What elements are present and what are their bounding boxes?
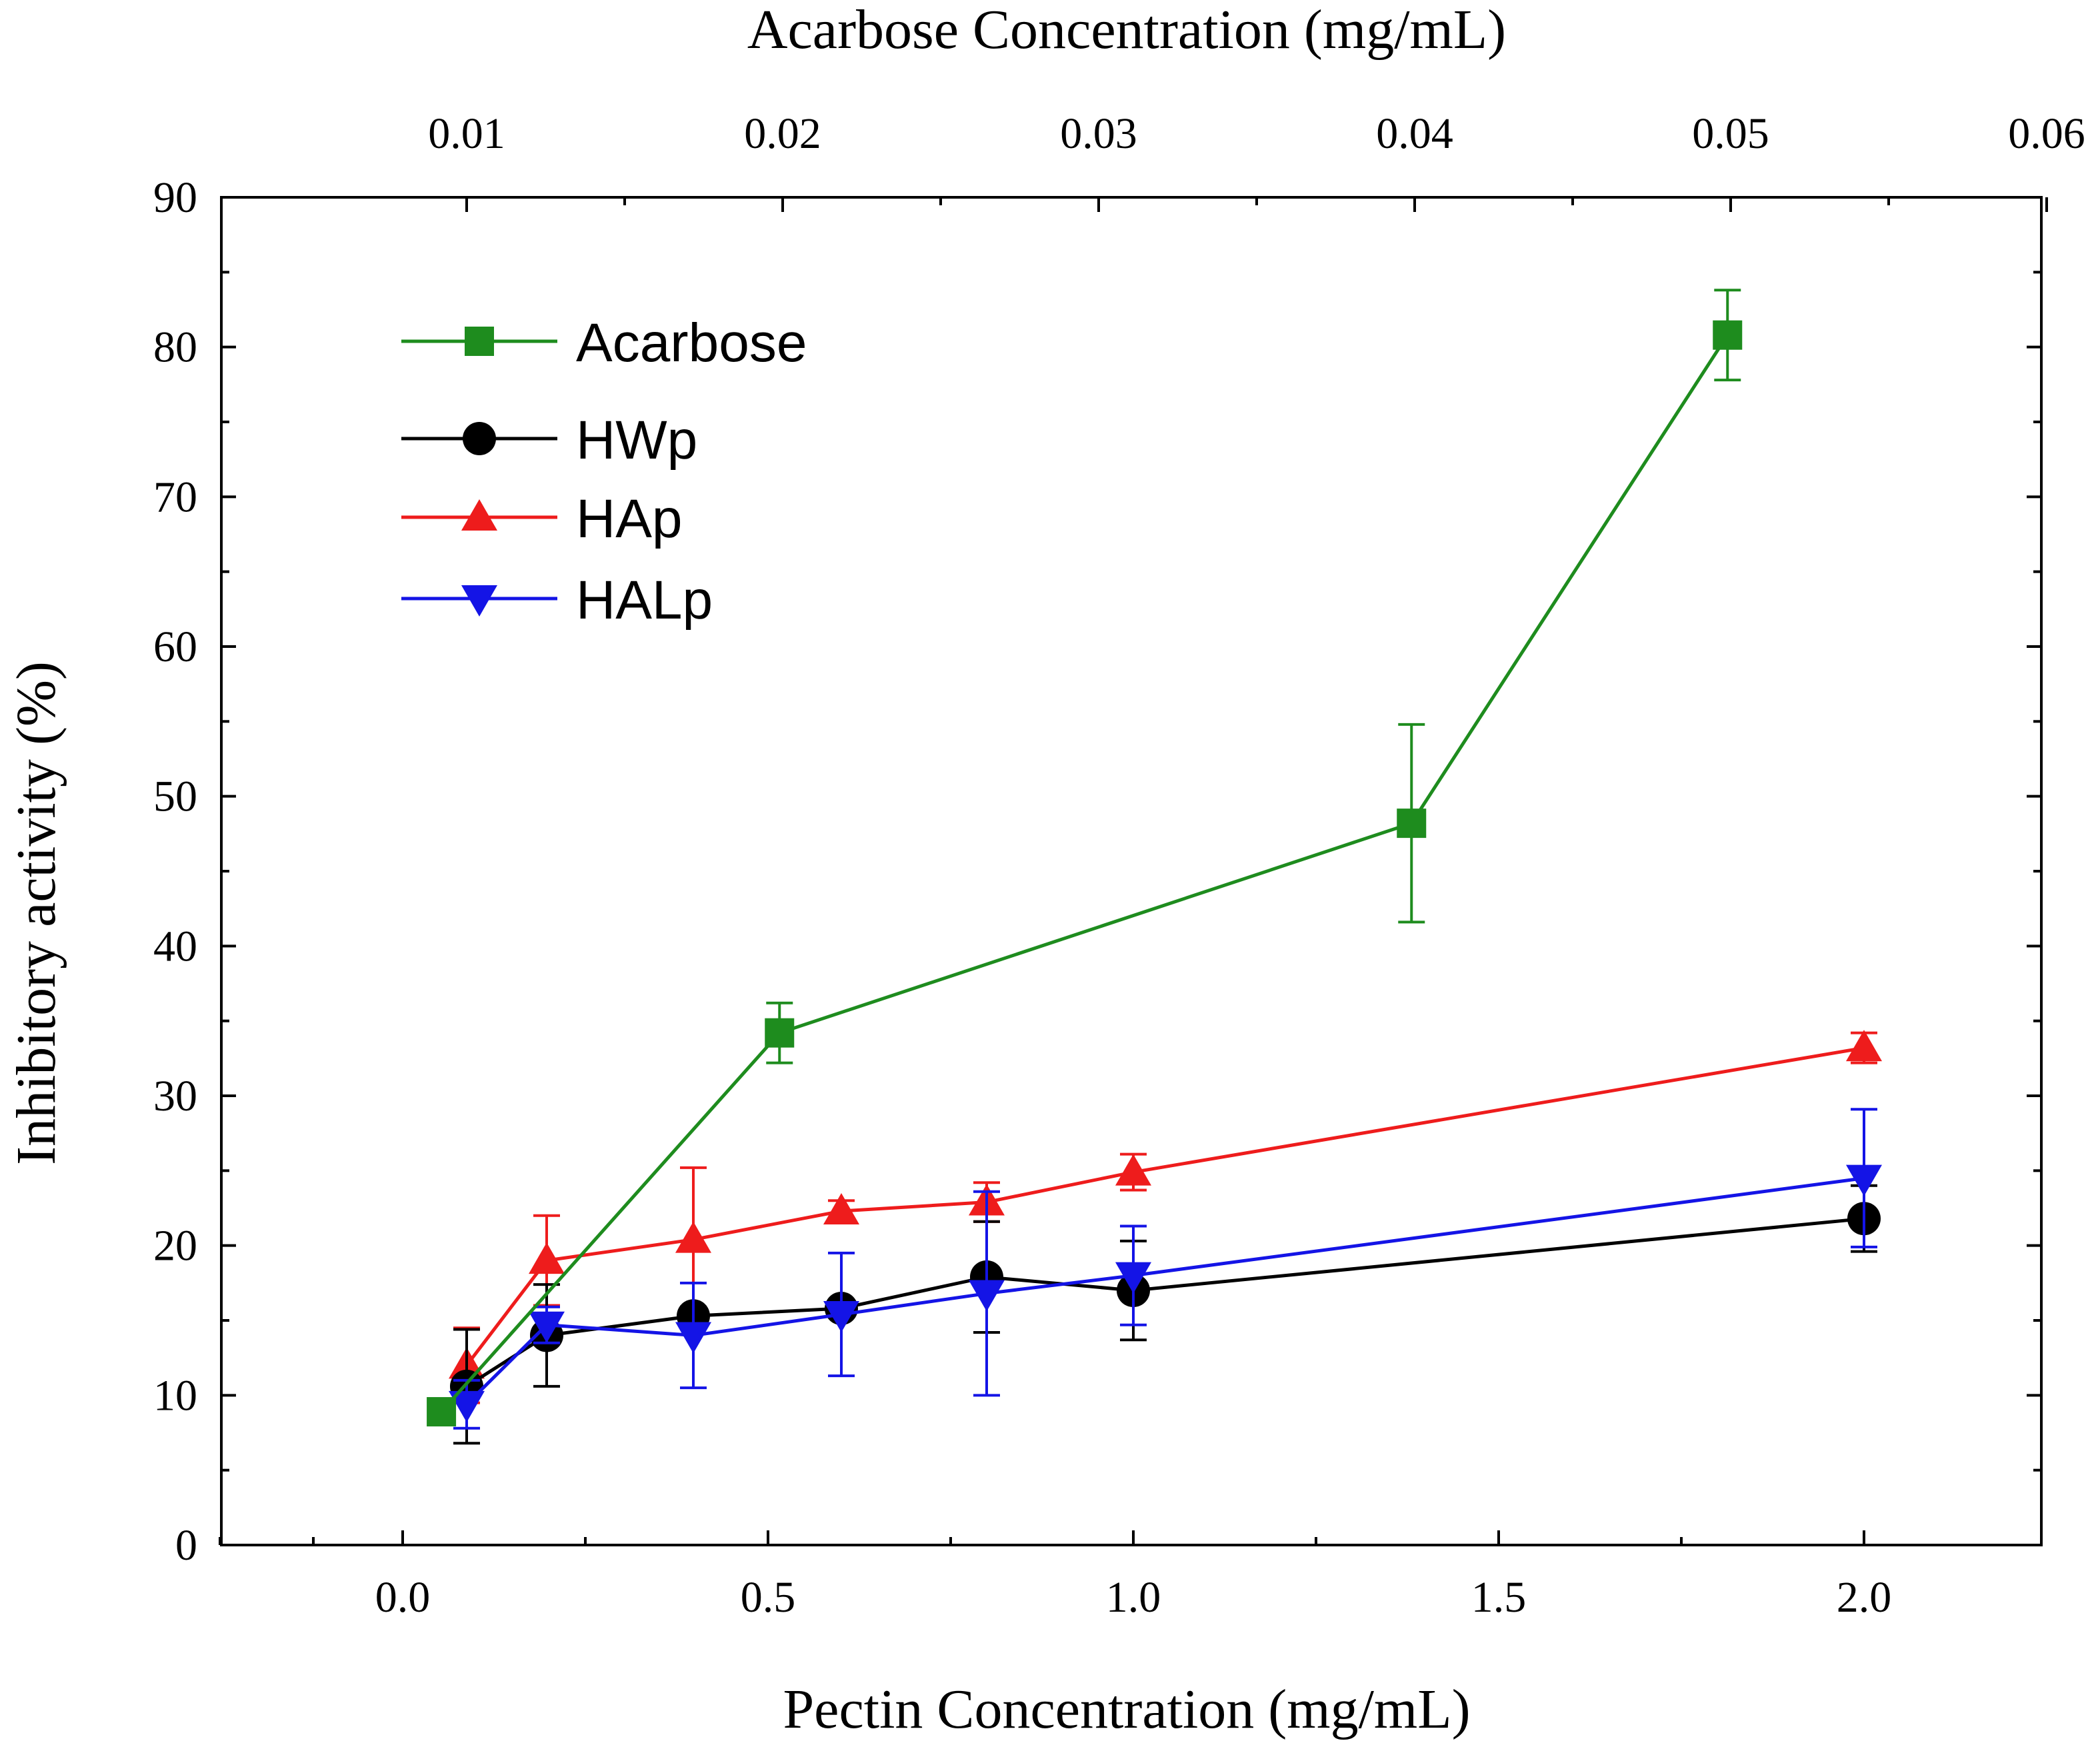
y-axis-title: Inhibitory activity (%): [5, 661, 67, 1165]
series-line: [465, 1216, 1865, 1388]
data-point: [1397, 809, 1427, 839]
data-point: [1846, 1030, 1882, 1062]
y-tick-label: 10: [153, 1371, 197, 1420]
data-point: [969, 1280, 1005, 1312]
data-point: [675, 1221, 711, 1253]
legend-label: Acarbose: [576, 313, 807, 373]
data-point: [675, 1322, 711, 1354]
data-point: [1713, 320, 1743, 350]
series-acarbose: [427, 289, 1743, 1427]
x-tick-label: 1.5: [1471, 1573, 1527, 1622]
data-point: [529, 1242, 565, 1274]
top-axis-title: Acarbose Concentration (mg/mL): [747, 0, 1506, 61]
data-point: [823, 1301, 859, 1333]
top-tick-label: 0.05: [1692, 109, 1769, 158]
x-tick-label: 2.0: [1837, 1573, 1892, 1622]
y-tick-label: 50: [153, 773, 197, 821]
y-tick-label: 20: [153, 1222, 197, 1270]
data-point: [1846, 1164, 1882, 1196]
x-tick-label: 1.0: [1106, 1573, 1161, 1622]
legend: Acarbose HWp HAp HALp: [401, 313, 807, 631]
top-tick-label: 0.02: [744, 109, 821, 158]
data-point: [529, 1311, 565, 1343]
top-tick-label: 0.01: [428, 109, 505, 158]
legend-marker: [463, 422, 496, 455]
plot-frame: [220, 196, 2043, 1546]
data-point: [449, 1390, 485, 1422]
y-tick-label: 90: [153, 173, 197, 222]
y-tick-label: 30: [153, 1072, 197, 1120]
legend-label: HWp: [576, 410, 697, 471]
series-layer: [427, 289, 1882, 1445]
legend-marker: [461, 499, 497, 531]
plot-border: [220, 196, 2043, 1546]
y-tick-label: 40: [153, 922, 197, 970]
y-tick-label: 0: [175, 1521, 197, 1570]
data-point: [427, 1397, 457, 1427]
y-tick-label: 60: [153, 623, 197, 671]
y-tick-label: 80: [153, 323, 197, 372]
legend-item-halp: HALp: [401, 570, 713, 631]
top-tick-label: 0.03: [1060, 109, 1137, 158]
legend-item-acarbose: Acarbose: [401, 313, 807, 373]
series-halp: [449, 1108, 1882, 1430]
series-line: [440, 334, 1729, 1413]
x-tick-label: 0.5: [741, 1573, 796, 1622]
data-point: [1115, 1262, 1151, 1294]
top-tick-label: 0.04: [1376, 109, 1453, 158]
legend-marker: [461, 585, 497, 617]
data-point: [765, 1018, 795, 1048]
data-point: [1115, 1154, 1151, 1186]
x-axis-title: Pectin Concentration (mg/mL): [783, 1678, 1470, 1740]
series-hwp: [450, 1184, 1881, 1445]
axis-ticks: 0 10 20 30 40 50 60 70 80 90 0.0 0.5 1.0 1.5 2.0 0.01 0.…: [153, 109, 2085, 1622]
legend-marker: [465, 327, 494, 356]
top-tick-label: 0.06: [2008, 109, 2085, 158]
legend-item-hwp: HWp: [401, 410, 697, 471]
data-point: [823, 1192, 859, 1224]
y-tick-label: 70: [153, 473, 197, 521]
series-line: [465, 1176, 1865, 1406]
series-hap: [449, 1030, 1882, 1404]
x-tick-label: 0.0: [375, 1573, 431, 1622]
legend-label: HAp: [576, 489, 683, 549]
legend-item-hap: HAp: [401, 489, 683, 549]
legend-label: HALp: [576, 570, 713, 631]
